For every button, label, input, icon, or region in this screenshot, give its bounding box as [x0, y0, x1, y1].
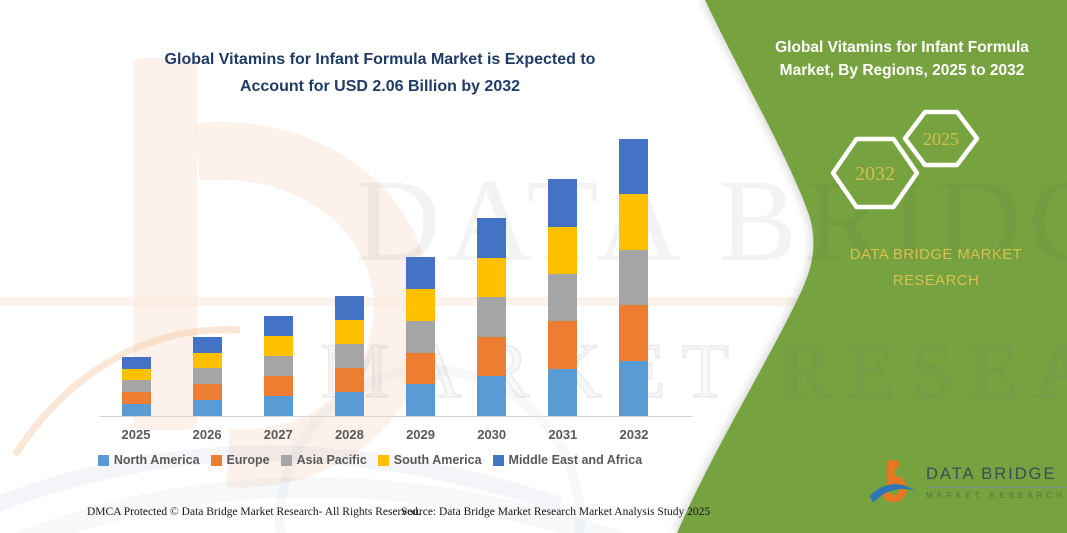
legend-swatch-asia-pacific: [280, 454, 292, 466]
bar-segment-2027-south-america: [263, 336, 293, 357]
brand-text-line2: RESEARCH: [892, 272, 980, 289]
source-footer-text: Source: Data Bridge Market Research Mark…: [401, 506, 711, 518]
side-panel-brand-text: DATA BRIDGE MARKET RESEARCH: [812, 242, 1060, 294]
data-bridge-logo-icon: [869, 460, 916, 503]
legend-label-europe: Europe: [226, 453, 270, 467]
bar-segment-2032-asia-pacific: [619, 249, 649, 306]
side-panel-title-line2: Market, By Regions, 2025 to 2032: [779, 62, 1025, 79]
bar-segment-2029-middle-east-and-africa: [406, 257, 436, 290]
legend-label-north-america: North America: [113, 453, 200, 467]
bar-segment-2025-middle-east-and-africa: [121, 356, 151, 369]
legend-swatch-europe: [210, 454, 222, 466]
chart-title: Global Vitamins for Infant Formula Marke…: [118, 46, 642, 100]
x-axis-label-2029: 2029: [406, 427, 435, 442]
bar-segment-2029-north-america: [406, 384, 436, 416]
bar-segment-2028-north-america: [334, 392, 364, 416]
x-axis-label-2031: 2031: [548, 427, 578, 442]
bar-segment-2028-middle-east-and-africa: [334, 296, 364, 321]
x-axis-label-2027: 2027: [263, 427, 293, 442]
bar-segment-2030-europe: [477, 336, 507, 377]
dmca-footer-text: DMCA Protected © Data Bridge Market Rese…: [87, 506, 421, 518]
bar-segment-2026-asia-pacific: [192, 368, 222, 385]
brand-text-line1: DATA BRIDGE MARKET: [849, 246, 1023, 263]
data-bridge-logo: DATA BRIDGE MARKET RESEARCH: [866, 447, 1067, 517]
plot-area: 2025 2026 2027 2028 2029 2030 2031 2032: [121, 138, 649, 442]
bar-segment-2026-south-america: [192, 352, 222, 369]
bar-segment-2032-europe: [619, 305, 649, 361]
bar-segment-2027-asia-pacific: [263, 356, 293, 377]
bar-segment-2030-asia-pacific: [477, 297, 507, 337]
bar-segment-2025-europe: [121, 392, 151, 405]
bar-segment-2029-europe: [406, 352, 436, 385]
logo-title: DATA BRIDGE: [926, 464, 1057, 483]
legend-label-south-america: South America: [393, 453, 482, 467]
bar-segment-2027-europe: [263, 376, 293, 397]
x-axis-line: [99, 416, 693, 417]
logo-text-block: DATA BRIDGE MARKET RESEARCH: [926, 465, 1066, 500]
side-panel-title-line1: Global Vitamins for Infant Formula: [775, 39, 1029, 56]
bar-segment-2027-middle-east-and-africa: [263, 316, 293, 337]
bar-segment-2032-north-america: [619, 360, 649, 416]
bar-segment-2031-south-america: [548, 226, 578, 274]
bar-segment-2032-south-america: [619, 194, 649, 250]
bar-segment-2028-asia-pacific: [334, 344, 364, 369]
bar-segment-2026-europe: [192, 384, 222, 401]
legend-label-asia-pacific: Asia Pacific: [296, 453, 367, 467]
bar-segment-2031-middle-east-and-africa: [548, 179, 578, 227]
x-axis-label-2026: 2026: [192, 427, 222, 442]
chart-title-line2: Account for USD 2.06 Billion by 2032: [239, 78, 521, 95]
bar-segment-2032-middle-east-and-africa: [619, 138, 649, 195]
legend-swatch-south-america: [377, 454, 389, 466]
legend-item-asia-pacific: Asia Pacific: [280, 453, 367, 467]
x-axis-label-2032: 2032: [619, 427, 649, 442]
legend-item-north-america: North America: [97, 453, 200, 467]
bar-segment-2025-north-america: [121, 404, 151, 416]
bar-segment-2028-south-america: [334, 320, 364, 345]
logo-subtitle: MARKET RESEARCH: [926, 490, 1066, 500]
bar-segment-2029-asia-pacific: [406, 320, 436, 353]
legend-swatch-middle-east-and-africa: [492, 454, 504, 466]
chart-legend: North America Europe Asia Pacific South Ame…: [55, 453, 685, 467]
bar-segment-2025-south-america: [121, 368, 151, 381]
chart-title-line1: Global Vitamins for Infant Formula Marke…: [164, 51, 596, 68]
bar-segment-2031-north-america: [548, 368, 578, 416]
bar-segment-2026-north-america: [192, 400, 222, 416]
bar-segment-2031-asia-pacific: [548, 273, 578, 322]
bar-segment-2029-south-america: [406, 289, 436, 321]
legend-swatch-north-america: [97, 454, 109, 466]
bar-segment-2030-north-america: [477, 376, 507, 416]
x-axis-label-2028: 2028: [334, 427, 364, 442]
watermark-text-row1: DATA BRIDGE: [355, 155, 1067, 286]
bar-segment-2030-middle-east-and-africa: [477, 218, 507, 258]
legend-label-middle-east-and-africa: Middle East and Africa: [508, 453, 643, 467]
x-axis-label-2030: 2030: [477, 427, 507, 442]
bar-segment-2031-europe: [548, 321, 578, 369]
x-axis-label-2025: 2025: [121, 427, 151, 442]
bar-segment-2027-north-america: [263, 396, 293, 416]
bar-segment-2025-asia-pacific: [121, 380, 151, 393]
logo-divider: [926, 486, 1066, 488]
watermark-text-row2: MARKET RESEARCH: [319, 327, 1067, 414]
bar-segment-2026-middle-east-and-africa: [192, 336, 222, 353]
legend-item-middle-east-and-africa: Middle East and Africa: [492, 453, 643, 467]
legend-item-south-america: South America: [377, 453, 482, 467]
bar-segment-2028-europe: [334, 368, 364, 393]
bar-segment-2030-south-america: [477, 257, 507, 298]
side-panel-title: Global Vitamins for Infant Formula Marke…: [752, 36, 1052, 82]
legend-item-europe: Europe: [210, 453, 270, 467]
